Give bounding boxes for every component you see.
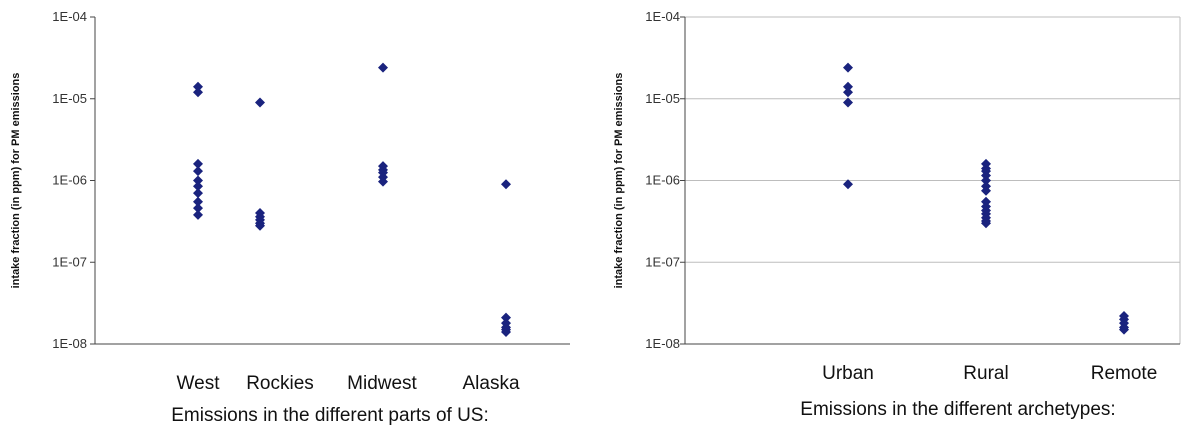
category-label-alaska: Alaska [462,373,519,394]
data-point-rural-6 [981,185,991,196]
data-point-west-8 [193,203,203,214]
y-axis-label-1: intake fraction (in ppm) for PM emission… [10,73,22,289]
data-point-rural-4 [981,175,991,186]
y-tick-label-1-0: 1E-04 [52,9,87,24]
data-point-alaska-0 [501,179,511,190]
data-point-west-9 [193,209,203,220]
y-tick-label-2-1: 1E-05 [645,91,680,106]
data-point-west-0 [193,81,203,92]
data-point-rural-13 [981,218,991,229]
y-tick-label-2-0: 1E-04 [645,9,680,24]
data-point-midwest-0 [378,62,388,73]
y-tick-label-2-3: 1E-07 [645,254,680,269]
category-label-urban: Urban [822,363,874,384]
data-point-urban-3 [843,97,853,108]
category-label-midwest: Midwest [347,373,417,394]
y-tick-label-1-3: 1E-07 [52,254,87,269]
x-axis-label-2: Emissions in the different archetypes: [800,399,1115,420]
data-point-remote-4 [1119,324,1129,335]
category-label-west: West [177,373,221,394]
category-label-rural: Rural [963,363,1008,384]
data-point-rockies-0 [255,97,265,108]
data-point-west-6 [193,188,203,199]
y-tick-label-1-1: 1E-05 [52,91,87,106]
data-point-urban-2 [843,87,853,98]
data-point-midwest-5 [378,176,388,187]
category-label-remote: Remote [1091,363,1158,384]
data-point-west-4 [193,175,203,186]
data-point-alaska-1 [501,312,511,323]
x-axis-label-1: Emissions in the different parts of US: [171,405,489,426]
y-tick-label-2-4: 1E-08 [645,336,680,351]
data-point-west-3 [193,166,203,177]
y-axis-label-2: intake fraction (in ppm) for PM emission… [613,73,625,289]
data-point-west-5 [193,181,203,192]
y-tick-label-1-4: 1E-08 [52,336,87,351]
data-point-urban-1 [843,81,853,92]
data-point-west-2 [193,158,203,169]
data-point-rockies-5 [255,220,265,231]
y-tick-label-2-2: 1E-06 [645,173,680,188]
data-point-alaska-5 [501,327,511,338]
data-point-west-1 [193,87,203,98]
data-point-urban-4 [843,179,853,190]
y-tick-label-1-2: 1E-06 [52,173,87,188]
category-label-rockies: Rockies [246,373,314,394]
data-point-urban-0 [843,62,853,73]
data-point-west-7 [193,196,203,207]
